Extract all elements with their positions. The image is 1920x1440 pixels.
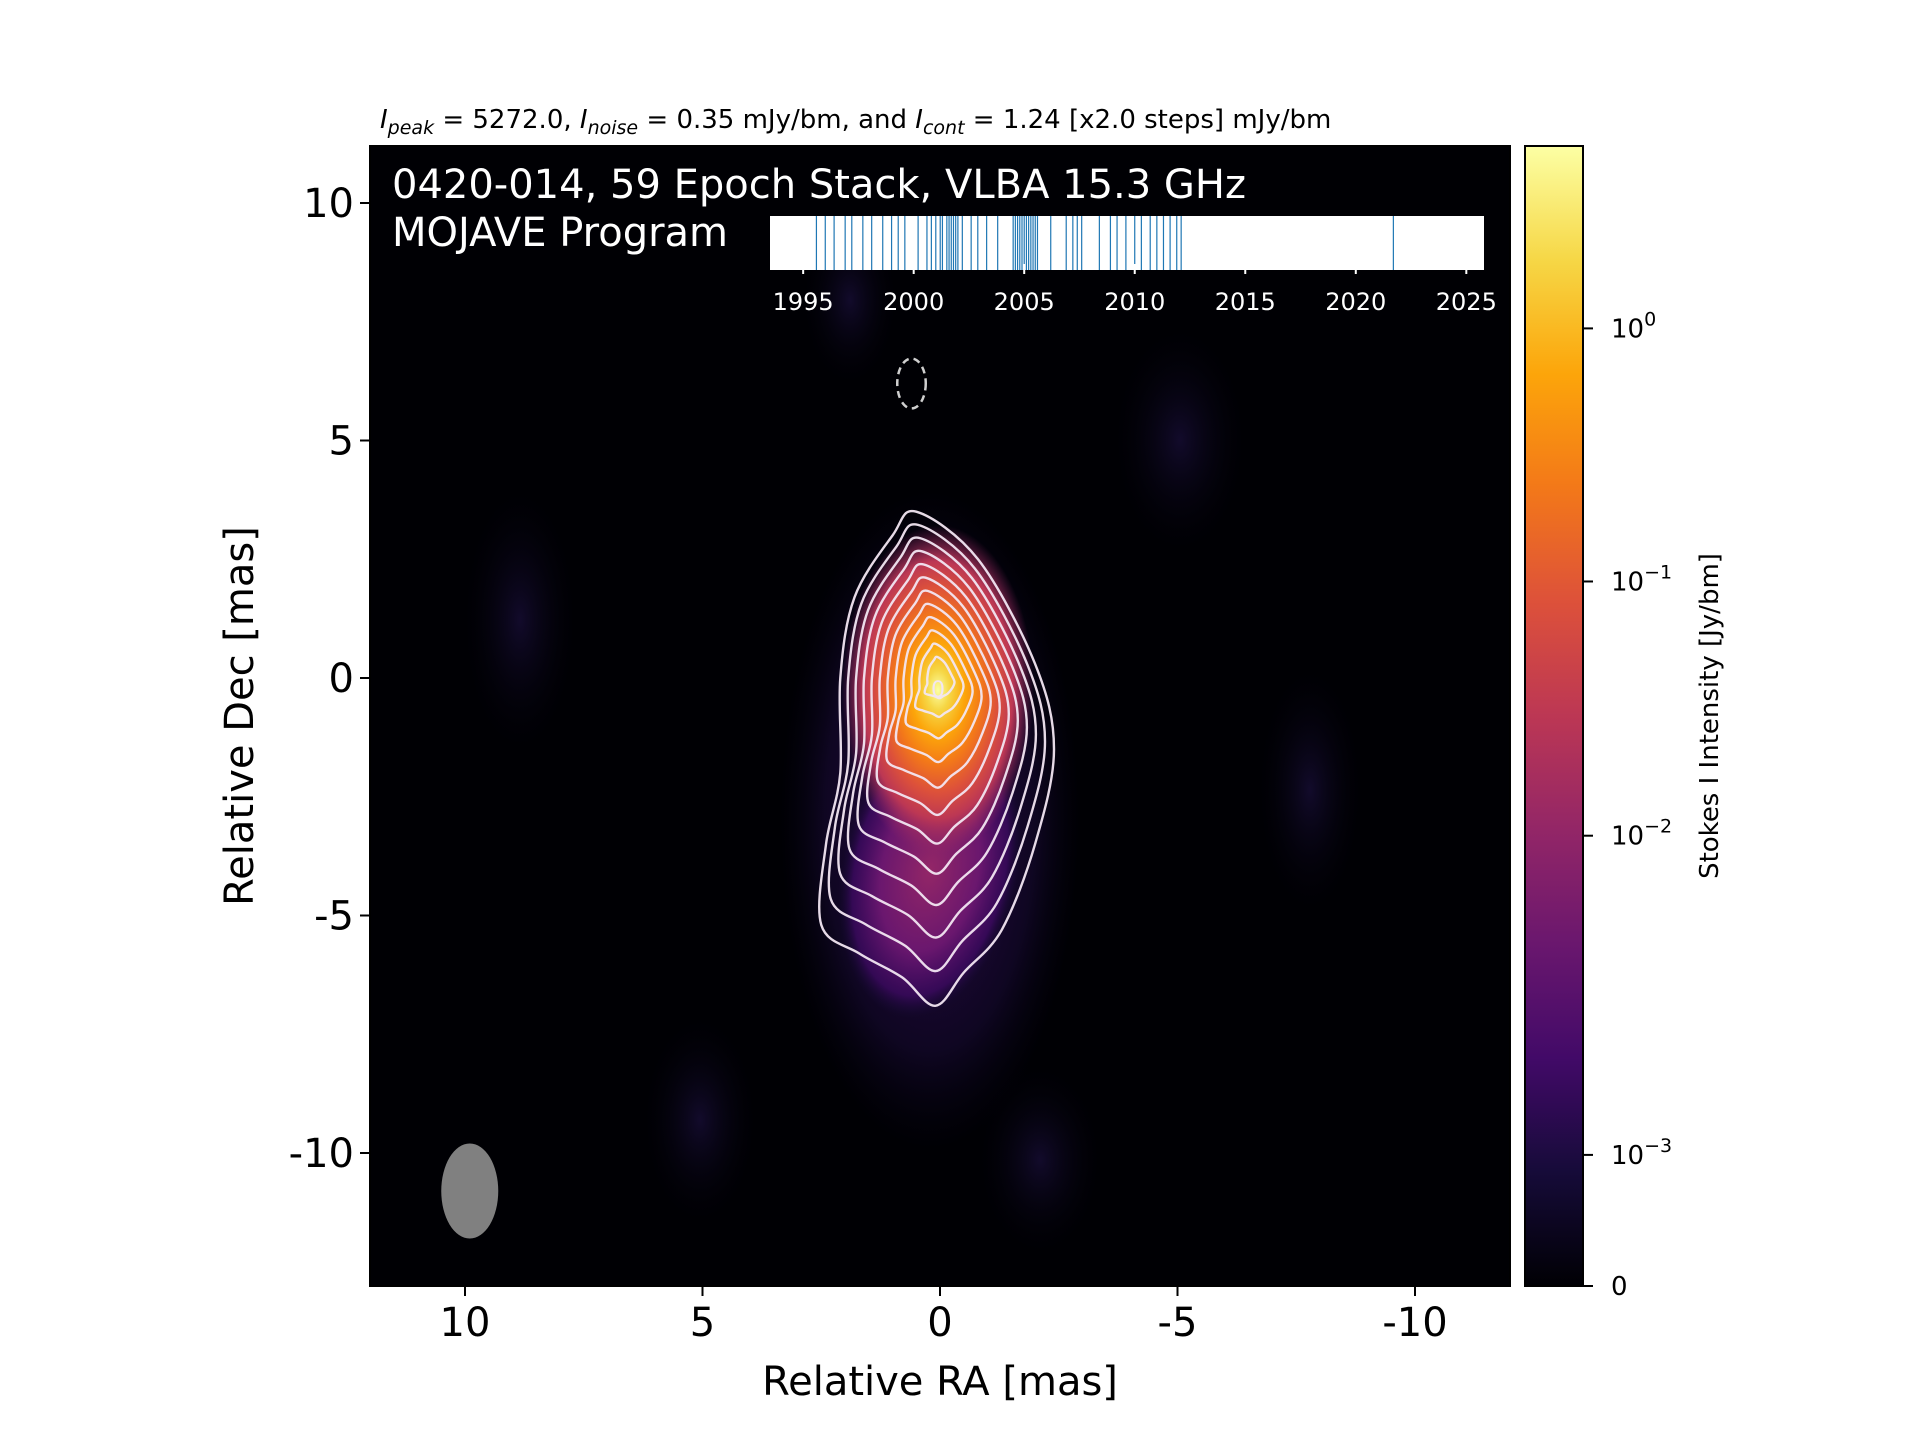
timeline-box	[770, 216, 1484, 270]
colorbar: 0 10−3 10−2 10−1 100 Stokes I Intensity [Jy/…	[1524, 145, 1725, 1302]
timeline-tick-label: 2005	[994, 288, 1055, 316]
timeline-tick-label: 2000	[883, 288, 944, 316]
contour-set	[818, 509, 1056, 1007]
y-tick-label: -10	[289, 1131, 354, 1177]
overlay-title: 0420-014, 59 Epoch Stack, VLBA 15.3 GHz	[392, 162, 1246, 208]
colorbar-gradient	[1524, 145, 1584, 1287]
contour-line	[913, 642, 965, 719]
y-tick-label: 5	[329, 419, 354, 465]
noise-patch	[640, 1010, 760, 1230]
timeline-tick-label: 2020	[1325, 288, 1386, 316]
noise-patch	[1255, 660, 1365, 920]
y-axis-label: Relative Dec [mas]	[217, 526, 263, 906]
contour-line	[894, 615, 983, 764]
contour-line	[818, 509, 1056, 1007]
contour-line	[885, 602, 992, 789]
x-axis: 10 5 0 -5 -10	[440, 1286, 1448, 1346]
colorbar-tick-label: 10−3	[1611, 1135, 1672, 1171]
timeline-tick-label: 1995	[773, 288, 834, 316]
overlay-program: MOJAVE Program	[392, 210, 728, 256]
y-tick-label: 10	[303, 181, 354, 227]
colorbar-label: Stokes I Intensity [Jy/bm]	[1695, 553, 1725, 879]
contour-line	[865, 576, 1011, 845]
colorbar-tick-label: 10−2	[1611, 816, 1672, 852]
core-label: 0	[931, 678, 945, 703]
contour-line	[827, 523, 1047, 973]
noise-patch	[1110, 320, 1250, 560]
colorbar-tick-label: 10−1	[1611, 561, 1672, 597]
chart-header: Ipeak = 5272.0, Inoise = 0.35 mJy/bm, an…	[380, 105, 1331, 139]
contour-line	[846, 549, 1029, 907]
x-tick-label: 0	[927, 1300, 952, 1346]
contour-line	[923, 655, 956, 700]
epoch-timeline: 1995 2000 2005 2010 2015 2020 2025	[770, 216, 1497, 316]
y-axis: 10 5 0 -5 -10	[289, 181, 370, 1177]
y-tick-label: 0	[329, 656, 354, 702]
x-tick-label: 10	[440, 1300, 491, 1346]
noise-patch	[460, 480, 580, 760]
plot-area: 0 0420-014, 59 Epoch Stack, VLBA 15.3 GH…	[369, 145, 1511, 1287]
x-tick-label: -10	[1382, 1300, 1447, 1346]
timeline-tick-label: 2015	[1215, 288, 1276, 316]
contour-line	[837, 536, 1038, 939]
x-tick-label: -5	[1158, 1300, 1198, 1346]
intensity-image	[460, 210, 1365, 1260]
timeline-tick-label: 2025	[1436, 288, 1497, 316]
noise-patch	[975, 1060, 1105, 1260]
restoring-beam	[441, 1143, 499, 1239]
y-tick-label: -5	[314, 894, 354, 940]
x-axis-label: Relative RA [mas]	[762, 1359, 1118, 1405]
colorbar-tick-label: 100	[1611, 308, 1656, 344]
colorbar-tick-label: 0	[1611, 1272, 1628, 1302]
contour-line	[856, 562, 1020, 875]
x-tick-label: 5	[690, 1300, 715, 1346]
contour-line	[875, 589, 1001, 817]
dashed-ellipse	[896, 357, 927, 410]
timeline-tick-label: 2010	[1104, 288, 1165, 316]
contour-line	[904, 629, 974, 740]
